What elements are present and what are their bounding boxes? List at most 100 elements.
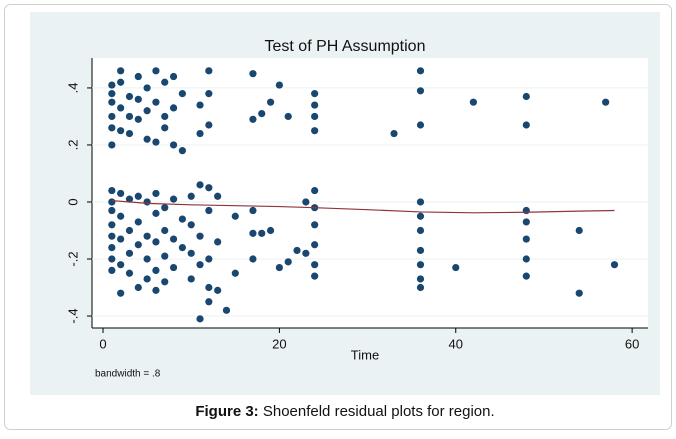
point [311, 241, 319, 249]
point [416, 121, 425, 129]
x-tick-label: 20 [272, 336, 286, 351]
point [205, 121, 213, 129]
x-tick-label: 0 [99, 336, 106, 351]
point [187, 275, 195, 283]
point [196, 129, 204, 138]
point [522, 92, 530, 101]
point [311, 186, 319, 195]
point [143, 255, 151, 263]
point [266, 226, 275, 235]
point [214, 238, 222, 246]
point [152, 98, 160, 106]
point [178, 243, 186, 252]
chart-title: Test of PH Assumption [265, 38, 426, 55]
point [205, 298, 213, 306]
point [522, 255, 530, 263]
point [108, 141, 116, 149]
point [249, 70, 257, 78]
point [117, 104, 125, 112]
point [108, 206, 116, 215]
point [249, 115, 257, 123]
point [134, 218, 142, 226]
point [108, 198, 116, 206]
point [117, 67, 125, 75]
caption: Figure 3: Shoenfeld residual plots for r… [195, 403, 494, 420]
point [108, 255, 116, 263]
point [205, 255, 213, 263]
point [108, 243, 116, 252]
point [117, 189, 125, 198]
point [205, 67, 213, 75]
x-tick-label: 60 [625, 336, 639, 351]
point [108, 266, 116, 275]
point [258, 229, 266, 237]
point [143, 84, 151, 92]
point [125, 249, 134, 257]
point [275, 263, 283, 272]
point [266, 98, 275, 106]
point [311, 261, 319, 269]
point [575, 289, 583, 297]
point [169, 263, 178, 272]
point [161, 112, 169, 121]
point [205, 90, 213, 98]
plot-area [92, 58, 648, 328]
point [178, 147, 186, 155]
point [416, 283, 425, 292]
point [117, 127, 125, 135]
point [117, 78, 125, 86]
point [134, 241, 142, 249]
point [108, 98, 116, 106]
x-axis-label: Time [351, 347, 379, 362]
point [143, 135, 151, 143]
point [196, 101, 204, 109]
point [161, 204, 169, 212]
point [187, 192, 195, 200]
point [311, 221, 319, 229]
point [125, 129, 134, 138]
y-tick-label: -.2 [65, 251, 80, 266]
point [108, 232, 116, 240]
caption-label: Figure 3: [195, 403, 258, 420]
lowess-line [111, 199, 615, 214]
point [134, 115, 142, 123]
point [169, 235, 178, 243]
point [311, 90, 319, 98]
point [187, 221, 195, 229]
y-tick-label: .4 [65, 83, 80, 94]
point [522, 121, 530, 129]
point [117, 235, 125, 243]
point [108, 112, 116, 121]
point [125, 112, 134, 121]
point [311, 272, 319, 280]
point [152, 67, 160, 75]
point [169, 72, 178, 81]
point [602, 98, 610, 106]
point [152, 266, 160, 275]
point [469, 98, 477, 106]
point [178, 90, 186, 98]
point [214, 192, 222, 200]
point [125, 92, 134, 101]
point [152, 286, 160, 294]
point [152, 238, 160, 246]
point [196, 181, 204, 189]
point [302, 198, 310, 206]
point [134, 192, 142, 200]
point [452, 263, 460, 272]
point [152, 138, 160, 146]
note: bandwidth = .8 [95, 369, 161, 380]
point [231, 212, 239, 220]
point [143, 232, 151, 240]
point [152, 189, 160, 198]
point [222, 306, 231, 314]
point [284, 258, 292, 266]
point [152, 209, 160, 217]
y-tick-label: 0 [65, 198, 80, 205]
point [293, 246, 301, 255]
point [311, 101, 319, 109]
point [143, 198, 151, 206]
point [187, 249, 195, 257]
point [522, 235, 530, 243]
point [416, 198, 425, 206]
